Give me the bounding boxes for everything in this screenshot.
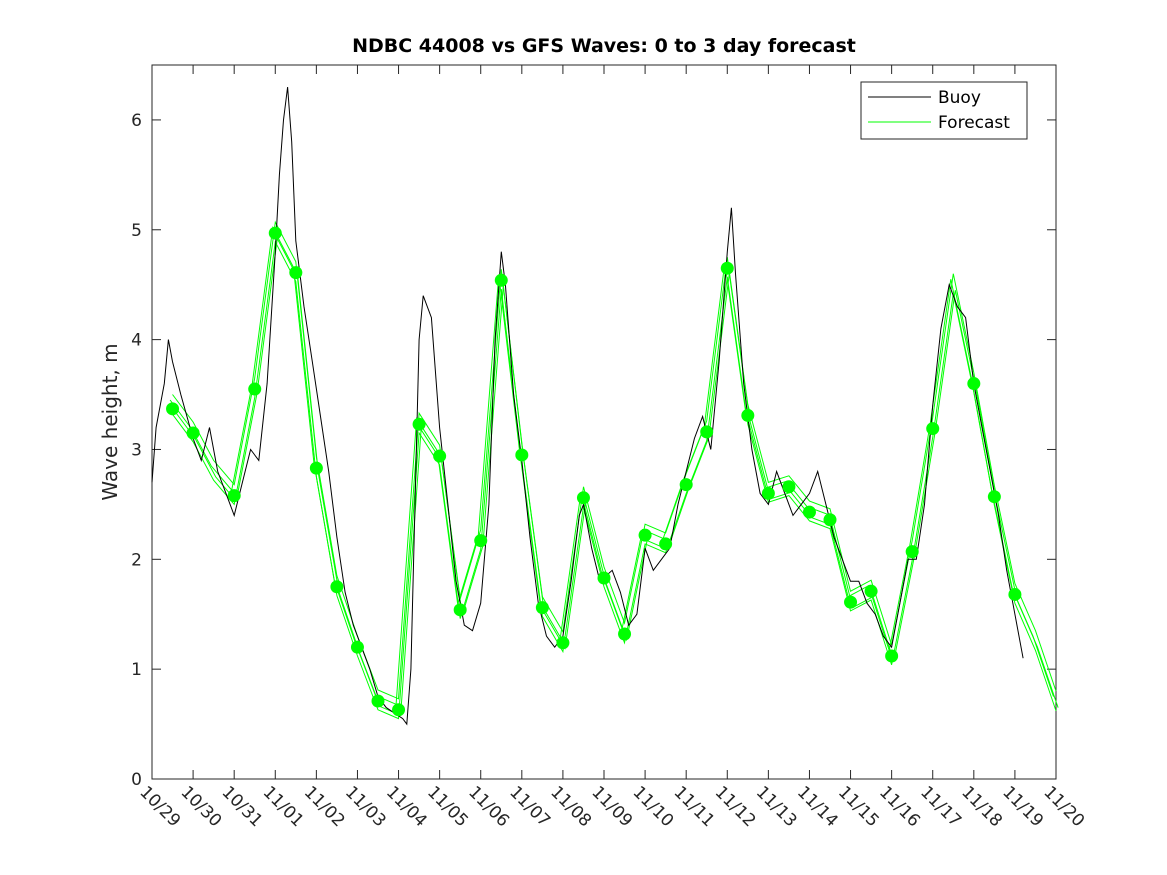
- x-tick-label: 10/31: [218, 782, 267, 831]
- forecast-marker: [453, 603, 467, 617]
- forecast-marker: [309, 461, 323, 475]
- y-tick-label: 1: [131, 660, 142, 680]
- forecast-line: [172, 240, 1057, 720]
- forecast-marker: [371, 694, 385, 708]
- forecast-marker: [330, 580, 344, 594]
- forecast-marker: [864, 584, 878, 598]
- x-tick-label: 11/14: [793, 782, 842, 831]
- x-tick-label: 11/12: [711, 782, 760, 831]
- legend-forecast-label: Forecast: [938, 113, 1010, 133]
- forecast-marker: [597, 571, 611, 585]
- forecast-marker: [412, 417, 426, 431]
- forecast-marker: [535, 601, 549, 615]
- forecast-marker: [720, 261, 734, 275]
- x-tick-label: 11/16: [875, 782, 924, 831]
- forecast-marker: [802, 505, 816, 519]
- forecast-marker: [515, 448, 529, 462]
- x-tick-label: 11/03: [341, 782, 390, 831]
- forecast-marker: [967, 377, 981, 391]
- forecast-marker: [741, 408, 755, 422]
- forecast-marker: [1008, 587, 1022, 601]
- forecast-marker: [350, 640, 364, 654]
- forecast-marker: [987, 490, 1001, 504]
- forecast-marker: [494, 273, 508, 287]
- forecast-marker: [474, 534, 488, 548]
- x-tick-label: 11/04: [382, 782, 431, 831]
- x-tick-label: 11/05: [423, 782, 472, 831]
- forecast-marker: [905, 545, 919, 559]
- y-tick-label: 5: [131, 221, 142, 241]
- y-tick-label: 6: [131, 111, 142, 131]
- x-tick-label: 11/19: [998, 782, 1047, 831]
- legend-buoy-label: Buoy: [938, 88, 981, 108]
- y-tick-label: 3: [131, 440, 142, 460]
- x-tick-label: 11/02: [300, 782, 349, 831]
- forecast-line: [172, 220, 1057, 700]
- forecast-marker: [659, 537, 673, 551]
- forecast-marker: [761, 486, 775, 500]
- forecast-marker: [679, 478, 693, 492]
- y-axis-label: Wave height, m: [98, 343, 122, 500]
- x-tick-label: 11/01: [259, 782, 308, 831]
- forecast-marker: [248, 382, 262, 396]
- chart-title: NDBC 44008 vs GFS Waves: 0 to 3 day fore…: [352, 35, 856, 57]
- x-tick-label: 11/07: [505, 782, 554, 831]
- forecast-marker: [392, 703, 406, 717]
- forecast-marker: [433, 449, 447, 463]
- plot-area: [151, 64, 1057, 780]
- x-tick-label: 11/17: [916, 782, 965, 831]
- forecast-marker: [823, 513, 837, 527]
- x-tick-label: 11/06: [464, 782, 513, 831]
- x-tick-label: 11/20: [1039, 782, 1088, 831]
- y-tick-label: 0: [131, 770, 142, 790]
- forecast-marker: [576, 491, 590, 505]
- x-tick-label: 10/29: [135, 782, 184, 831]
- x-tick-label: 11/18: [957, 782, 1006, 831]
- x-tick-label: 11/15: [834, 782, 883, 831]
- y-tick-label: 2: [131, 550, 142, 570]
- x-tick-label: 11/08: [546, 782, 595, 831]
- x-tick-label: 11/13: [752, 782, 801, 831]
- forecast-marker: [289, 266, 303, 280]
- forecast-marker: [926, 422, 940, 436]
- forecast-marker: [700, 425, 714, 439]
- y-tick-label: 4: [131, 331, 142, 351]
- forecast-marker: [166, 402, 180, 416]
- x-tick-label: 11/10: [629, 782, 678, 831]
- forecast-marker: [844, 595, 858, 609]
- forecast-marker: [782, 480, 796, 494]
- forecast-marker: [556, 636, 570, 650]
- forecast-line: [174, 236, 1059, 717]
- forecast-marker: [885, 649, 899, 663]
- forecast-marker: [638, 528, 652, 542]
- forecast-marker: [227, 489, 241, 503]
- x-tick-label: 11/11: [670, 782, 719, 831]
- x-tick-label: 10/30: [177, 782, 226, 831]
- buoy-line: [151, 86, 1024, 726]
- legend: Buoy Forecast: [860, 81, 1028, 140]
- x-tick-label: 11/09: [587, 782, 636, 831]
- forecast-marker: [268, 226, 282, 240]
- forecast-marker: [618, 627, 632, 641]
- forecast-marker: [186, 426, 200, 440]
